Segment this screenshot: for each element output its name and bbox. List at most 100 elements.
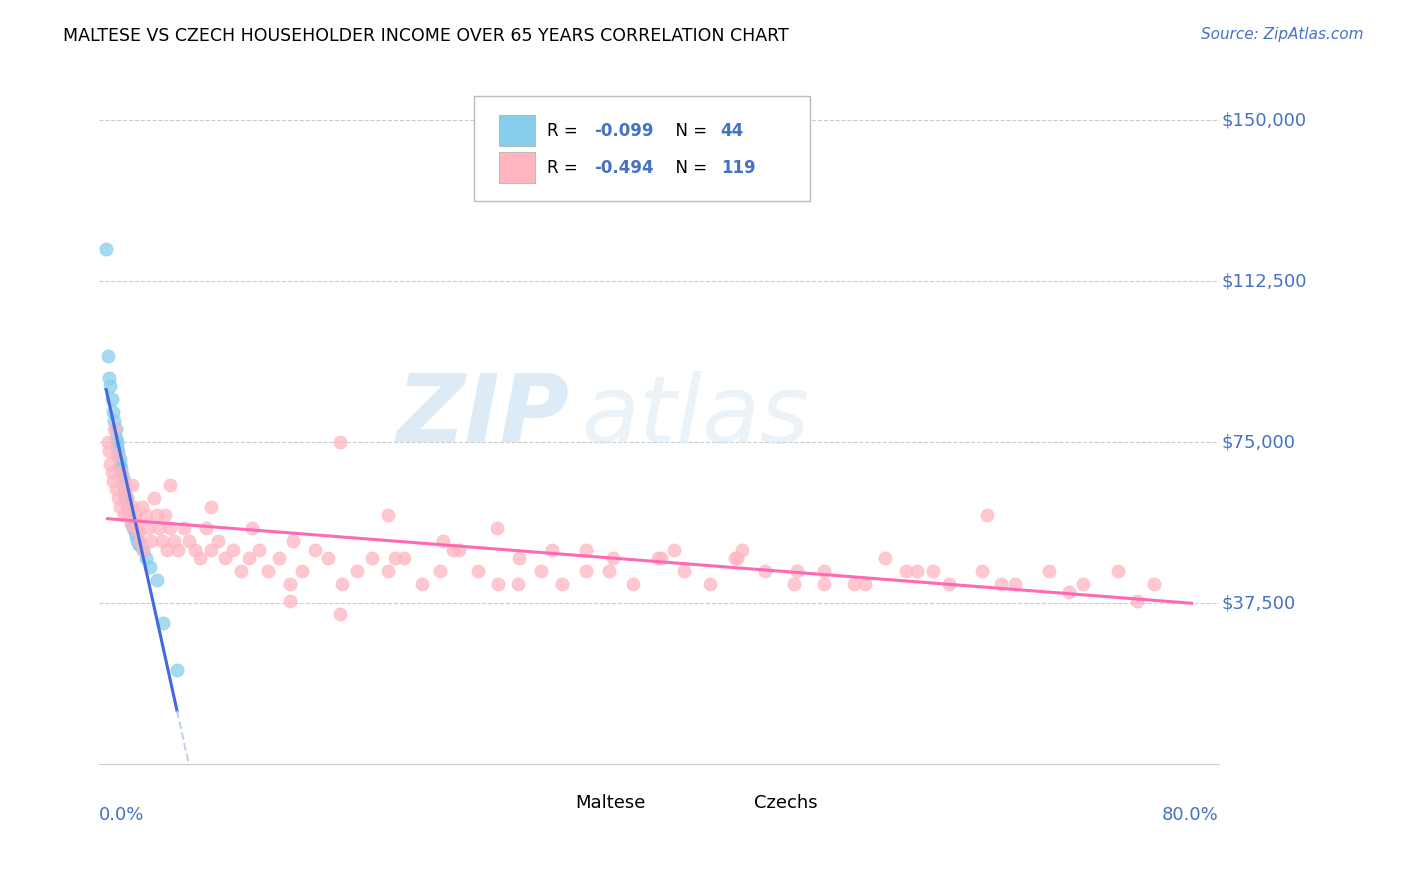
Point bbox=[159, 478, 181, 492]
Point bbox=[783, 577, 806, 591]
Point bbox=[786, 564, 808, 578]
Text: R =: R = bbox=[547, 159, 583, 177]
Point bbox=[145, 508, 167, 523]
Point bbox=[135, 551, 157, 566]
Text: ZIP: ZIP bbox=[396, 370, 569, 462]
Point bbox=[167, 542, 190, 557]
Point bbox=[122, 500, 145, 514]
Text: MALTESE VS CZECH HOUSEHOLDER INCOME OVER 65 YEARS CORRELATION CHART: MALTESE VS CZECH HOUSEHOLDER INCOME OVER… bbox=[63, 27, 789, 45]
Point bbox=[121, 516, 143, 531]
Point bbox=[153, 508, 176, 523]
Point bbox=[1038, 564, 1060, 578]
Point bbox=[173, 521, 195, 535]
Point bbox=[120, 512, 142, 526]
Point bbox=[188, 551, 211, 566]
FancyBboxPatch shape bbox=[536, 790, 568, 816]
Point bbox=[125, 508, 148, 523]
Text: Source: ZipAtlas.com: Source: ZipAtlas.com bbox=[1201, 27, 1364, 42]
Point bbox=[127, 516, 149, 531]
Point bbox=[247, 542, 270, 557]
Point bbox=[101, 405, 124, 419]
Point bbox=[118, 504, 141, 518]
Point bbox=[598, 564, 620, 578]
Text: $37,500: $37,500 bbox=[1222, 594, 1295, 612]
Point bbox=[118, 508, 141, 523]
Text: Czechs: Czechs bbox=[755, 794, 818, 813]
Point bbox=[138, 521, 160, 535]
Text: N =: N = bbox=[665, 122, 711, 140]
Point bbox=[278, 577, 301, 591]
Point bbox=[1057, 585, 1080, 599]
Point bbox=[394, 551, 416, 566]
Point bbox=[142, 491, 165, 505]
Point bbox=[111, 474, 134, 488]
Point bbox=[754, 564, 776, 578]
Point bbox=[278, 594, 301, 608]
Point bbox=[150, 533, 173, 548]
Point bbox=[110, 465, 132, 479]
Point bbox=[346, 564, 368, 578]
Point bbox=[114, 486, 136, 500]
Point bbox=[121, 478, 143, 492]
Text: N =: N = bbox=[665, 159, 711, 177]
Point bbox=[124, 525, 146, 540]
Point bbox=[117, 500, 139, 514]
Point bbox=[108, 457, 131, 471]
Point bbox=[115, 495, 138, 509]
Point bbox=[488, 577, 510, 591]
Point bbox=[132, 542, 155, 557]
Point bbox=[467, 564, 489, 578]
Point bbox=[1071, 577, 1094, 591]
Point bbox=[938, 577, 960, 591]
Point bbox=[725, 551, 748, 566]
Point bbox=[132, 542, 155, 557]
Point bbox=[447, 542, 470, 557]
Point bbox=[875, 551, 897, 566]
Point bbox=[905, 564, 928, 578]
Point bbox=[103, 414, 125, 428]
Point bbox=[1142, 577, 1164, 591]
Point bbox=[148, 521, 170, 535]
Point bbox=[853, 577, 876, 591]
Point bbox=[731, 542, 754, 557]
Point bbox=[813, 564, 835, 578]
Point bbox=[429, 564, 451, 578]
Point bbox=[257, 564, 280, 578]
Point bbox=[183, 542, 205, 557]
Point bbox=[508, 551, 530, 566]
Point bbox=[105, 448, 128, 462]
Point bbox=[105, 435, 128, 450]
Point bbox=[117, 500, 139, 514]
Point bbox=[1004, 577, 1026, 591]
Point bbox=[115, 491, 138, 505]
Point bbox=[163, 533, 186, 548]
Point bbox=[129, 533, 152, 548]
Text: $112,500: $112,500 bbox=[1222, 272, 1306, 290]
Point bbox=[107, 448, 129, 462]
Point bbox=[1107, 564, 1129, 578]
Text: $150,000: $150,000 bbox=[1222, 112, 1306, 129]
Point bbox=[139, 559, 162, 574]
Point bbox=[120, 512, 142, 526]
Point bbox=[125, 530, 148, 544]
Point bbox=[222, 542, 245, 557]
Point bbox=[105, 440, 128, 454]
Point bbox=[96, 435, 118, 450]
Point bbox=[114, 483, 136, 497]
Point bbox=[108, 500, 131, 514]
Point bbox=[602, 551, 624, 566]
FancyBboxPatch shape bbox=[499, 115, 534, 146]
Point bbox=[115, 491, 138, 505]
Point bbox=[575, 564, 598, 578]
Point bbox=[111, 474, 134, 488]
Text: Maltese: Maltese bbox=[575, 794, 645, 813]
Point bbox=[122, 521, 145, 535]
Point bbox=[145, 573, 167, 587]
Point bbox=[894, 564, 917, 578]
Point bbox=[101, 474, 124, 488]
Text: 119: 119 bbox=[721, 159, 755, 177]
Point bbox=[110, 461, 132, 475]
Point bbox=[166, 663, 188, 677]
Point bbox=[291, 564, 314, 578]
Point bbox=[540, 542, 562, 557]
